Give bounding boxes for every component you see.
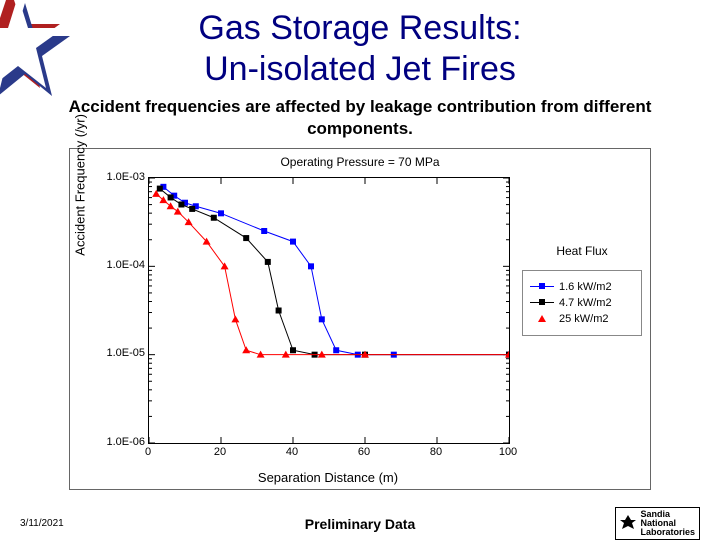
footer-date: 3/11/2021 xyxy=(20,518,140,529)
chart-container: Operating Pressure = 70 MPa Accident Fre… xyxy=(69,148,651,490)
legend-box: 1.6 kW/m2 4.7 kW/m2 25 kW/m2 xyxy=(522,270,642,336)
footer: 3/11/2021 Preliminary Data Sandia Nation… xyxy=(0,507,720,540)
sandia-thunderbird-icon xyxy=(620,514,636,533)
title-line-1: Gas Storage Results: xyxy=(198,9,521,47)
y-axis-label: Accident Frequency (/yr) xyxy=(73,114,88,256)
legend-item: 4.7 kW/m2 xyxy=(529,297,635,309)
logo-text: Sandia National Laboratories xyxy=(640,510,695,537)
legend-label: 4.7 kW/m2 xyxy=(559,297,612,309)
y-tick-label: 1.0E-05 xyxy=(95,347,145,359)
x-axis-label: Separation Distance (m) xyxy=(148,470,508,485)
footer-logo: Sandia National Laboratories xyxy=(580,507,700,540)
legend-label: 1.6 kW/m2 xyxy=(559,281,612,293)
legend-label: 25 kW/m2 xyxy=(559,313,609,325)
x-tick-label: 0 xyxy=(145,446,151,458)
x-tick-label: 40 xyxy=(286,446,298,458)
x-tick-label: 20 xyxy=(214,446,226,458)
plot-area xyxy=(148,177,510,444)
subtitle: Accident frequencies are affected by lea… xyxy=(40,96,680,140)
x-tick-label: 60 xyxy=(358,446,370,458)
footer-center: Preliminary Data xyxy=(140,516,580,532)
legend: Heat Flux 1.6 kW/m2 4.7 kW/m2 25 kW/m2 xyxy=(522,244,642,336)
legend-title: Heat Flux xyxy=(522,244,642,258)
chart-title: Operating Pressure = 70 MPa xyxy=(70,155,650,169)
y-tick-label: 1.0E-06 xyxy=(95,436,145,448)
y-tick-label: 1.0E-03 xyxy=(95,171,145,183)
x-tick-label: 100 xyxy=(499,446,517,458)
y-tick-label: 1.0E-04 xyxy=(95,259,145,271)
title-line-2: Un-isolated Jet Fires xyxy=(204,50,516,88)
legend-item: 25 kW/m2 xyxy=(529,313,635,325)
page-title: Gas Storage Results: Un-isolated Jet Fir… xyxy=(0,8,720,90)
legend-item: 1.6 kW/m2 xyxy=(529,281,635,293)
x-tick-label: 80 xyxy=(430,446,442,458)
